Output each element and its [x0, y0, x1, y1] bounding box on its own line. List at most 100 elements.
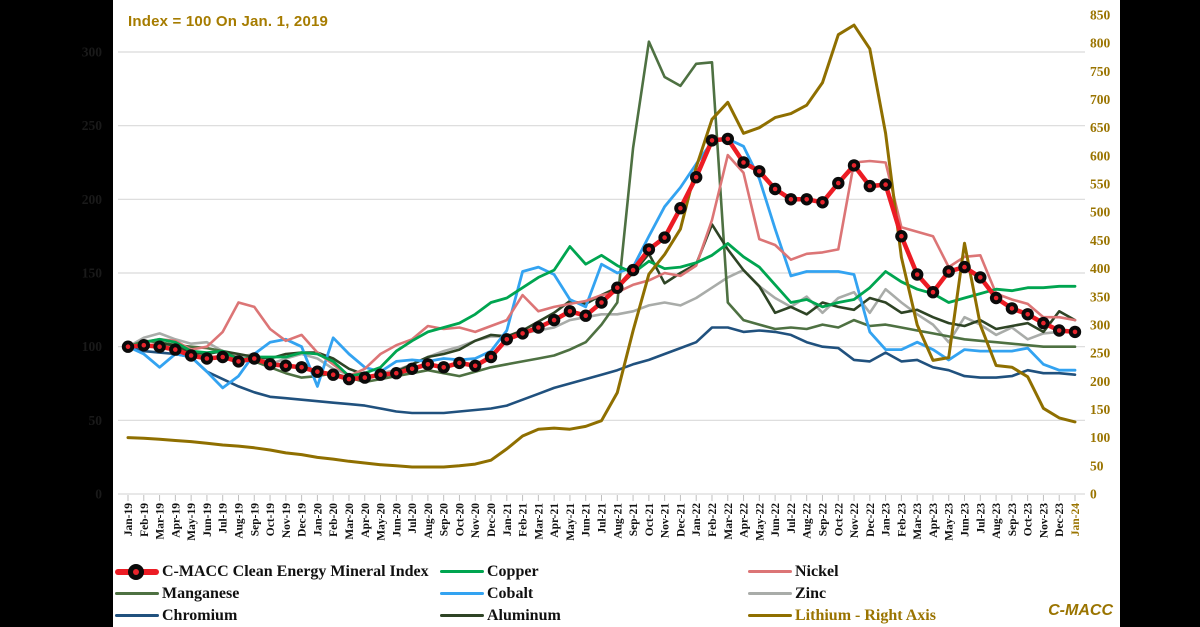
series-marker-dot-cmacc-index	[851, 163, 857, 168]
series-marker-dot-cmacc-index	[457, 360, 462, 366]
legend-item-lithium[interactable]: Lithium - Right Axis	[748, 605, 936, 626]
x-axis-label-Aug-20: Aug-20	[423, 503, 435, 539]
series-line-copper	[126, 242, 1077, 378]
chart-title: Index = 100 On Jan. 1, 2019	[128, 13, 329, 30]
legend-item-cmacc-index[interactable]: C-MACC Clean Energy Mineral Index	[115, 561, 429, 582]
x-axis-label-May-21: May-21	[565, 503, 577, 541]
x-axis-label-Jan-21: Jan-21	[502, 503, 514, 536]
right-axis-tick-850: 850	[1090, 8, 1111, 23]
legend-column-1: C-MACC Clean Energy Mineral Index Mangan…	[115, 561, 429, 626]
x-axis-label-Jul-20: Jul-20	[407, 503, 419, 534]
x-axis-label-Mar-19: Mar-19	[155, 503, 167, 540]
series-marker-dot-cmacc-index	[946, 269, 951, 274]
series-marker-dot-cmacc-index	[867, 183, 873, 189]
right-axis-tick-700: 700	[1090, 92, 1111, 107]
series-marker-dot-cmacc-index	[693, 174, 699, 180]
series-marker-dot-cmacc-index	[409, 366, 415, 372]
legend-marker-chromium	[115, 614, 159, 617]
legend-marker-copper	[440, 570, 484, 573]
x-axis-label-Dec-23: Dec-23	[1054, 503, 1066, 537]
legend-item-aluminum[interactable]: Aluminum	[440, 605, 561, 626]
left-axis-tick-150: 150	[82, 266, 103, 281]
series-marker-dot-cmacc-index	[299, 365, 304, 370]
x-axis-label-Apr-20: Apr-20	[360, 503, 372, 538]
x-axis-label-Aug-22: Aug-22	[802, 503, 814, 539]
x-axis-label-Oct-21: Oct-21	[644, 503, 656, 536]
series-line-manganese	[126, 40, 1077, 384]
series-marker-dot-cmacc-index	[472, 363, 478, 369]
left-axis-tick-50: 50	[89, 413, 103, 428]
x-axis-label-Nov-22: Nov-22	[849, 503, 861, 538]
x-axis-label-Dec-21: Dec-21	[675, 503, 687, 537]
series-marker-dot-cmacc-index	[725, 136, 731, 142]
x-axis-label-Feb-20: Feb-20	[328, 503, 340, 537]
left-axis-tick-200: 200	[82, 192, 103, 207]
legend-label-copper: Copper	[487, 562, 539, 580]
series-marker-dot-cmacc-index	[1009, 306, 1015, 311]
x-axis-label-Aug-21: Aug-21	[612, 503, 624, 539]
right-axis-tick-0: 0	[1090, 487, 1097, 502]
x-axis-label-Nov-20: Nov-20	[470, 503, 482, 538]
series-marker-dot-cmacc-index	[283, 363, 289, 369]
series-marker-dot-cmacc-index	[425, 362, 431, 367]
series-marker-dot-cmacc-index	[899, 233, 904, 239]
x-axis-label-Sep-23: Sep-23	[1007, 503, 1019, 536]
x-axis-label-Jun-20: Jun-20	[391, 503, 403, 537]
legend-label-nickel: Nickel	[795, 562, 839, 580]
right-axis-tick-50: 50	[1090, 458, 1104, 473]
x-axis-label-Jan-24: Jan-24	[1070, 503, 1082, 536]
x-axis-label-Nov-19: Nov-19	[281, 503, 293, 538]
series-marker-dot-cmacc-index	[204, 356, 210, 361]
legend-marker-aluminum	[440, 614, 484, 617]
x-axis-label-Apr-22: Apr-22	[739, 503, 751, 538]
legend-column-2: Copper Cobalt Aluminum	[440, 561, 561, 626]
x-axis-label-Dec-22: Dec-22	[865, 503, 877, 537]
series-marker-dot-cmacc-index	[804, 197, 809, 202]
series-marker-dot-cmacc-index	[883, 182, 888, 187]
series-marker-dot-cmacc-index	[567, 309, 573, 314]
legend-column-3: Nickel Zinc Lithium - Right Axis	[748, 561, 936, 626]
x-axis-label-Jul-21: Jul-21	[597, 503, 609, 534]
series-marker-dot-cmacc-index	[709, 138, 715, 143]
legend-item-nickel[interactable]: Nickel	[748, 561, 936, 582]
legend-item-copper[interactable]: Copper	[440, 561, 561, 582]
right-axis-tick-650: 650	[1090, 120, 1111, 135]
series-marker-dot-cmacc-index	[646, 247, 652, 252]
x-axis-label-Sep-21: Sep-21	[628, 503, 640, 536]
series-marker-dot-cmacc-index	[378, 372, 383, 378]
legend-item-zinc[interactable]: Zinc	[748, 583, 936, 604]
x-axis-label-Sep-20: Sep-20	[439, 503, 451, 536]
right-axis-tick-500: 500	[1090, 205, 1111, 220]
series-marker-dot-cmacc-index	[599, 300, 604, 305]
series-marker-dot-cmacc-index	[394, 370, 399, 376]
right-axis-tick-400: 400	[1090, 261, 1111, 276]
x-axis-label-Feb-21: Feb-21	[518, 503, 530, 537]
x-axis-label-Nov-21: Nov-21	[660, 503, 672, 538]
right-axis-tick-250: 250	[1090, 346, 1111, 361]
legend-marker-cobalt	[440, 592, 484, 595]
series-marker-dot-cmacc-index	[678, 205, 683, 211]
x-axis-label-Oct-20: Oct-20	[454, 503, 466, 536]
series-marker-dot-cmacc-index	[220, 354, 225, 360]
series-marker-dot-cmacc-index	[315, 369, 320, 375]
x-axis-label-Sep-22: Sep-22	[817, 503, 829, 536]
legend-marker-nickel	[748, 570, 792, 573]
series-marker-dot-cmacc-index	[520, 331, 525, 336]
legend-label-zinc: Zinc	[795, 584, 827, 602]
legend-marker-zinc	[748, 592, 792, 595]
legend-label-manganese: Manganese	[162, 584, 240, 602]
x-axis-label-May-22: May-22	[754, 503, 766, 541]
right-axis-tick-750: 750	[1090, 64, 1111, 79]
left-axis-tick-100: 100	[82, 339, 103, 354]
legend-item-cobalt[interactable]: Cobalt	[440, 583, 561, 604]
x-axis-label-Jun-21: Jun-21	[581, 503, 593, 537]
x-axis-label-May-19: May-19	[186, 503, 198, 541]
legend-label-chromium: Chromium	[162, 606, 238, 624]
series-marker-dot-cmacc-index	[141, 342, 147, 348]
legend-item-manganese[interactable]: Manganese	[115, 583, 429, 604]
x-axis-label-Mar-23: Mar-23	[912, 503, 924, 540]
legend-label-lithium: Lithium - Right Axis	[795, 606, 936, 624]
legend-item-chromium[interactable]: Chromium	[115, 605, 429, 626]
series-marker-dot-cmacc-index	[236, 359, 241, 364]
